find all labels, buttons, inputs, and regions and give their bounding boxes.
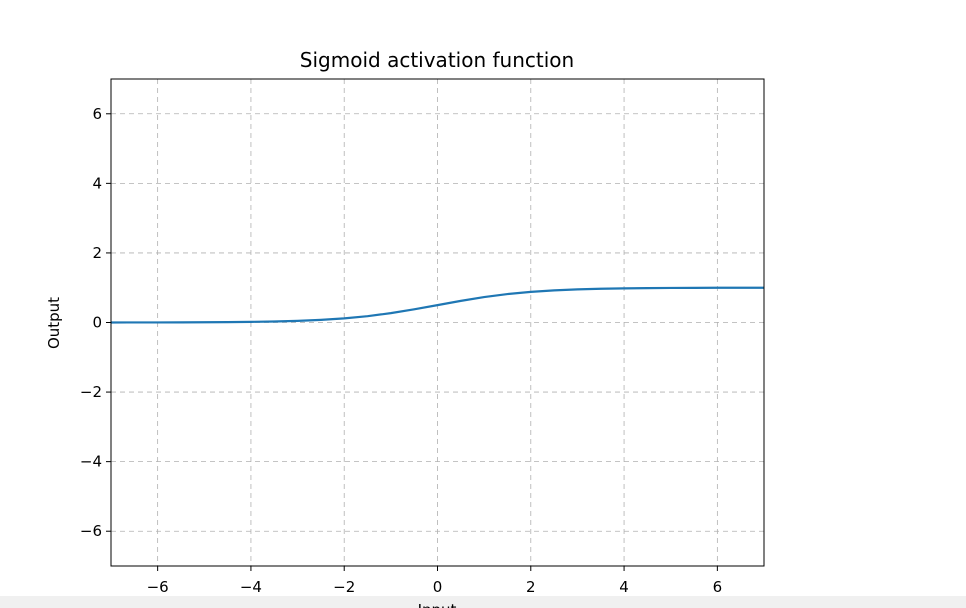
y-tick-label: 2 — [92, 244, 102, 262]
y-tick-label: −6 — [80, 522, 102, 540]
y-axis-label: Output — [45, 297, 63, 349]
plot-frame — [110, 78, 765, 567]
x-tick-label: 4 — [619, 578, 629, 596]
x-tick-label: −6 — [147, 578, 169, 596]
x-tick-label: 6 — [713, 578, 723, 596]
y-tick-label: 4 — [92, 174, 102, 192]
x-axis-label: Input — [418, 601, 457, 608]
window-edge — [0, 596, 966, 608]
x-tick-label: 2 — [526, 578, 536, 596]
x-tick-label: −2 — [333, 578, 355, 596]
chart-title: Sigmoid activation function — [300, 48, 574, 72]
x-tick-label: −4 — [240, 578, 262, 596]
x-tick-label: 0 — [433, 578, 443, 596]
line — [110, 286, 765, 324]
y-tick-label: −2 — [80, 383, 102, 401]
y-tick-label: 6 — [92, 105, 102, 123]
y-tick-label: −4 — [80, 453, 102, 471]
y-tick-label: 0 — [92, 314, 102, 332]
